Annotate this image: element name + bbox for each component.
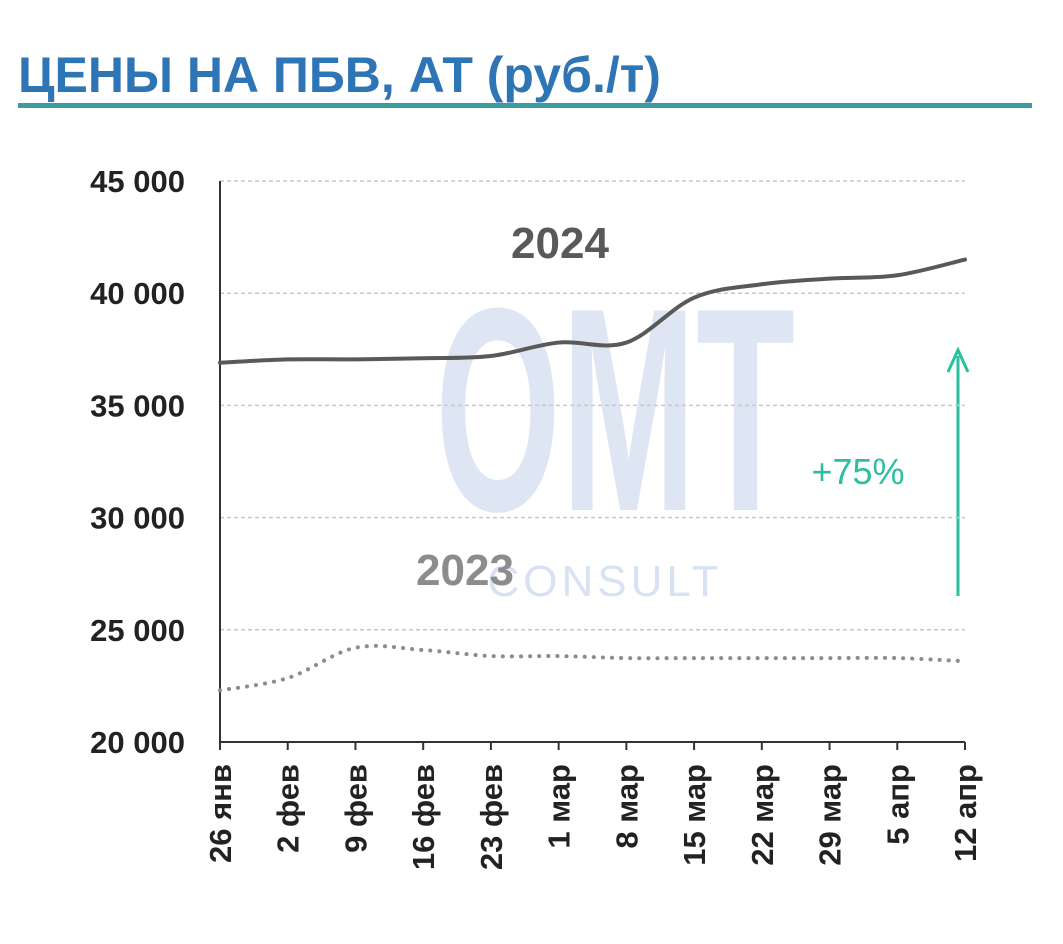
x-tick-label: 26 янв — [203, 764, 238, 863]
x-tick-label: 22 мар — [745, 764, 780, 866]
x-tick-label: 23 фев — [474, 764, 509, 870]
x-tick-label: 15 мар — [677, 764, 712, 866]
x-tick-label: 1 мар — [542, 764, 577, 849]
line-series — [218, 643, 967, 693]
y-tick-label: 35 000 — [90, 388, 185, 423]
y-tick-label: 45 000 — [90, 164, 185, 199]
line-series — [218, 257, 967, 365]
annotation: +75% — [811, 451, 904, 492]
x-tick-label: 9 фев — [338, 764, 373, 853]
arrow-head — [946, 346, 970, 373]
y-tick-label: 20 000 — [90, 725, 185, 760]
x-tick-label: 12 апр — [948, 764, 983, 862]
y-tick-label: 25 000 — [90, 613, 185, 648]
x-tick-label: 5 апр — [880, 764, 915, 845]
series-label: 2024 — [511, 219, 609, 268]
x-tick-label: 2 фев — [271, 764, 306, 853]
title-underline — [18, 103, 1032, 108]
watermark-sub: CONSULT — [488, 557, 723, 606]
y-tick-label: 30 000 — [90, 501, 185, 536]
y-tick-label: 40 000 — [90, 276, 185, 311]
x-tick-label: 29 мар — [813, 764, 848, 866]
watermark: OMT — [435, 248, 795, 572]
series-label: 2023 — [416, 546, 514, 595]
x-tick-label: 16 фев — [406, 764, 441, 870]
chart-title: ЦЕНЫ НА ПБВ, АТ (руб./т) — [18, 47, 661, 103]
x-tick-label: 8 мар — [609, 764, 644, 849]
